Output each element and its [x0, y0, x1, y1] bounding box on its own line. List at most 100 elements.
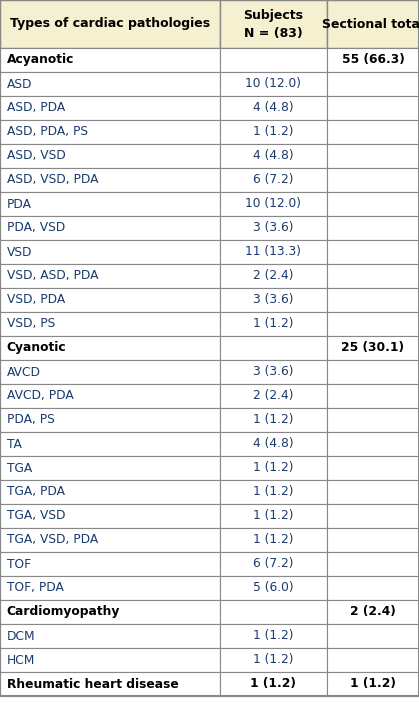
Text: VSD, PS: VSD, PS	[7, 317, 55, 330]
Text: TGA: TGA	[7, 461, 32, 474]
Text: 1 (1.2): 1 (1.2)	[253, 414, 294, 427]
Text: ASD, VSD: ASD, VSD	[7, 150, 65, 163]
Bar	[327, 96, 419, 120]
Text: PDA, VSD: PDA, VSD	[7, 221, 65, 234]
Bar	[327, 360, 419, 384]
Text: TGA, VSD: TGA, VSD	[7, 510, 65, 523]
Bar	[327, 288, 419, 312]
Bar	[0, 192, 220, 216]
Text: PDA, PS: PDA, PS	[7, 414, 54, 427]
Bar	[220, 672, 327, 696]
Bar	[327, 456, 419, 480]
Text: VSD: VSD	[7, 246, 32, 259]
Bar	[220, 504, 327, 528]
Bar	[327, 216, 419, 240]
Text: 1 (1.2): 1 (1.2)	[253, 654, 294, 667]
Bar	[327, 576, 419, 600]
Bar	[220, 528, 327, 552]
Bar	[0, 96, 220, 120]
Bar	[220, 408, 327, 432]
Bar	[327, 480, 419, 504]
Bar	[327, 672, 419, 696]
Text: 5 (6.0): 5 (6.0)	[253, 581, 294, 594]
Text: 1 (1.2): 1 (1.2)	[253, 486, 294, 498]
Text: 1 (1.2): 1 (1.2)	[251, 677, 296, 690]
Bar	[0, 288, 220, 312]
Text: 1 (1.2): 1 (1.2)	[253, 630, 294, 643]
Text: Subjects: Subjects	[243, 9, 303, 22]
Text: ASD, PDA: ASD, PDA	[7, 101, 65, 114]
Text: TGA, PDA: TGA, PDA	[7, 486, 65, 498]
Text: 1 (1.2): 1 (1.2)	[253, 510, 294, 523]
Bar	[220, 576, 327, 600]
Bar	[220, 48, 327, 72]
Bar	[327, 144, 419, 168]
Bar	[0, 480, 220, 504]
Bar	[220, 120, 327, 144]
Text: TOF, PDA: TOF, PDA	[7, 581, 63, 594]
Text: 2 (2.4): 2 (2.4)	[350, 605, 396, 618]
Bar	[220, 288, 327, 312]
Bar	[220, 240, 327, 264]
Text: Types of cardiac pathologies: Types of cardiac pathologies	[10, 17, 210, 30]
Text: 10 (12.0): 10 (12.0)	[246, 77, 301, 90]
Bar	[0, 264, 220, 288]
Bar	[327, 264, 419, 288]
Text: 1 (1.2): 1 (1.2)	[253, 317, 294, 330]
Text: ASD, VSD, PDA: ASD, VSD, PDA	[7, 174, 98, 187]
Text: 3 (3.6): 3 (3.6)	[253, 366, 294, 379]
Bar	[327, 600, 419, 624]
Bar	[327, 48, 419, 72]
Bar	[220, 384, 327, 408]
Text: 6 (7.2): 6 (7.2)	[253, 557, 294, 570]
Bar	[0, 240, 220, 264]
Text: TGA, VSD, PDA: TGA, VSD, PDA	[7, 534, 98, 547]
Text: Sectional total: Sectional total	[322, 17, 419, 30]
Bar	[0, 600, 220, 624]
Bar	[220, 624, 327, 648]
Text: ASD: ASD	[7, 77, 32, 90]
Text: 55 (66.3): 55 (66.3)	[341, 54, 404, 67]
Bar	[0, 456, 220, 480]
Bar	[220, 216, 327, 240]
Text: Cyanotic: Cyanotic	[7, 341, 66, 354]
Text: 10 (12.0): 10 (12.0)	[246, 197, 301, 210]
Bar	[0, 648, 220, 672]
Bar	[220, 336, 327, 360]
Text: 1 (1.2): 1 (1.2)	[253, 534, 294, 547]
Text: AVCD, PDA: AVCD, PDA	[7, 390, 73, 403]
Bar	[0, 672, 220, 696]
Bar	[220, 456, 327, 480]
Text: 4 (4.8): 4 (4.8)	[253, 150, 294, 163]
Bar	[0, 432, 220, 456]
Bar	[220, 72, 327, 96]
Bar	[0, 168, 220, 192]
Bar	[327, 192, 419, 216]
Text: 1 (1.2): 1 (1.2)	[253, 461, 294, 474]
Bar	[0, 72, 220, 96]
Text: AVCD: AVCD	[7, 366, 41, 379]
Text: ASD, PDA, PS: ASD, PDA, PS	[7, 126, 88, 139]
Bar	[220, 0, 327, 48]
Text: 6 (7.2): 6 (7.2)	[253, 174, 294, 187]
Bar	[0, 48, 220, 72]
Bar	[327, 168, 419, 192]
Bar	[220, 144, 327, 168]
Bar	[327, 504, 419, 528]
Bar	[0, 312, 220, 336]
Bar	[0, 0, 220, 48]
Bar	[0, 144, 220, 168]
Text: 2 (2.4): 2 (2.4)	[253, 270, 294, 283]
Bar	[0, 528, 220, 552]
Bar	[220, 360, 327, 384]
Text: 25 (30.1): 25 (30.1)	[341, 341, 404, 354]
Bar	[0, 216, 220, 240]
Bar	[0, 360, 220, 384]
Bar	[327, 648, 419, 672]
Text: Rheumatic heart disease: Rheumatic heart disease	[7, 677, 178, 690]
Text: HCM: HCM	[7, 654, 35, 667]
Text: 4 (4.8): 4 (4.8)	[253, 101, 294, 114]
Bar	[0, 624, 220, 648]
Bar	[0, 408, 220, 432]
Bar	[327, 336, 419, 360]
